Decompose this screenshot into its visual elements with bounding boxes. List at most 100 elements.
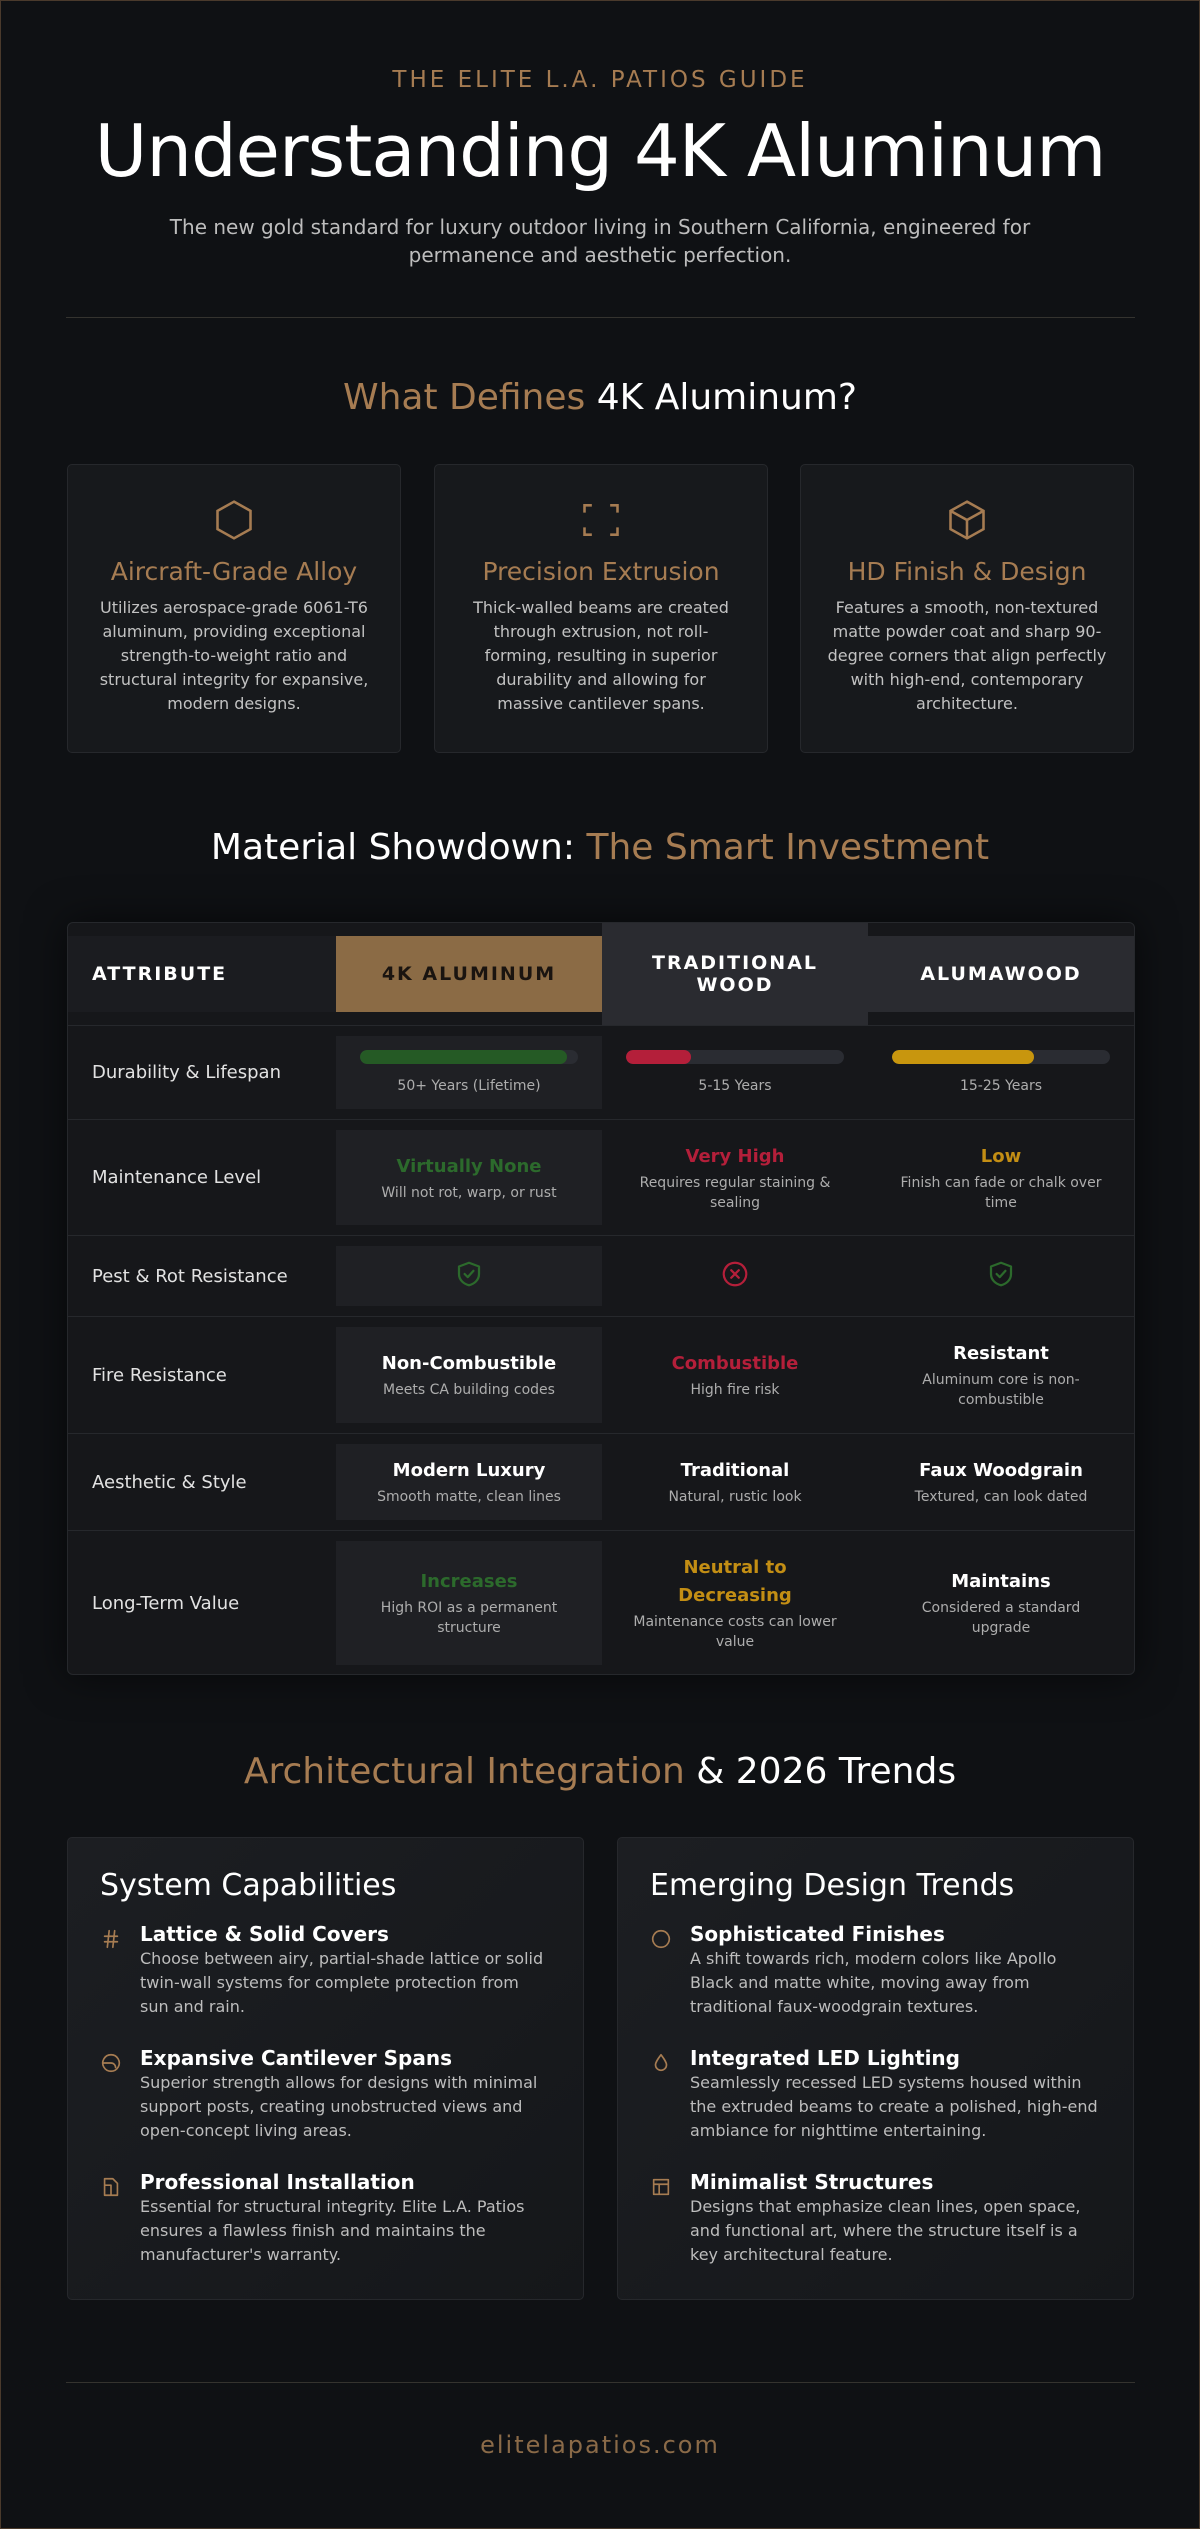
divider: [66, 317, 1135, 318]
cell: Maintains Considered a standard upgrade: [868, 1531, 1134, 1675]
cell-sub: Will not rot, warp, or rust: [381, 1184, 557, 1201]
section-heading: What Defines 4K Aluminum?: [1, 377, 1199, 418]
divider: [66, 2382, 1135, 2383]
item-title: Professional Installation: [140, 2170, 415, 2194]
card-text: Utilizes aerospace-grade 6061-T6 aluminu…: [99, 598, 369, 713]
item-title: Lattice & Solid Covers: [140, 1922, 389, 1946]
card-title: Precision Extrusion: [482, 557, 720, 586]
cell-sub: High fire risk: [690, 1382, 780, 1398]
panel-title: System Capabilities: [100, 1868, 397, 1903]
cell: Combustible High fire risk: [602, 1317, 868, 1433]
icon-shape: [103, 2177, 119, 2197]
cell: Non-Combustible Meets CA building codes: [336, 1327, 602, 1423]
item-text: A shift towards rich, modern colors like…: [690, 1949, 1057, 2016]
feature-card: HD Finish & Design Features a smooth, no…: [800, 464, 1134, 753]
cell: Neutral to Decreasing Maintenance costs c…: [602, 1531, 868, 1675]
cell: Modern Luxury Smooth matte, clean lines: [336, 1444, 602, 1520]
header-row: ATTRIBUTE 4K ALUMINUM TRADITIONAL WOOD ALUM…: [68, 923, 1134, 1026]
item-title: Integrated LED Lighting: [690, 2046, 960, 2070]
panel-title: Emerging Design Trends: [650, 1868, 1015, 1903]
bar-fill: [626, 1049, 692, 1064]
item-text: Superior strength allows for designs wit…: [140, 2073, 538, 2140]
icon: [216, 500, 252, 540]
cell-sub: High ROI as a permanent structure: [380, 1600, 558, 1636]
bar-track: [892, 1049, 1110, 1064]
comparison-table: ATTRIBUTE 4K ALUMINUM TRADITIONAL WOOD ALUM…: [67, 922, 1135, 1675]
cell: 50+ Years (Lifetime): [336, 1036, 602, 1109]
heading-rest: 4K Aluminum?: [596, 377, 858, 418]
cell-sub: Maintenance costs can lower value: [633, 1614, 837, 1650]
cell-main: Increases: [420, 1571, 518, 1592]
cell-main: Traditional: [680, 1460, 790, 1481]
item-title: Minimalist Structures: [690, 2170, 934, 2194]
cell-sub: Smooth matte, clean lines: [377, 1489, 561, 1505]
panel-item: Sophisticated Finishes A shift towards ri…: [650, 1921, 1101, 2019]
section-heading: Architectural Integration & 2026 Trends: [1, 1751, 1199, 1792]
icon: [949, 500, 985, 540]
subtitle: The new gold standard for luxury outdoor…: [169, 215, 1031, 267]
heading-rest: & 2026 Trends: [696, 1751, 957, 1792]
cell-sub: 5-15 Years: [698, 1077, 772, 1094]
item-text: Seamlessly recessed LED systems housed w…: [690, 2073, 1098, 2140]
table-row: Durability & Lifespan 50+ Years (Lifetime…: [68, 1026, 1134, 1120]
cell-sub: Meets CA building codes: [383, 1382, 555, 1398]
heading-accent: Architectural Integration: [243, 1751, 685, 1792]
item-text: Designs that emphasize clean lines, open…: [690, 2197, 1081, 2264]
icon: [720, 1259, 750, 1293]
icon: [986, 1259, 1016, 1293]
cell-main: Faux Woodgrain: [919, 1460, 1083, 1481]
cell-sub: 50+ Years (Lifetime): [397, 1077, 541, 1094]
cell-sub: Textured, can look dated: [914, 1489, 1088, 1505]
item-title: Sophisticated Finishes: [690, 1922, 945, 1946]
cell-sub: Natural, rustic look: [668, 1489, 802, 1505]
bar-fill: [360, 1049, 568, 1064]
row-label: Maintenance Level: [92, 1167, 262, 1188]
cell: Virtually None Will not rot, warp, or rus…: [336, 1130, 602, 1225]
cell: [868, 1236, 1134, 1316]
icon: [583, 504, 619, 536]
header-cell: ATTRIBUTE: [68, 936, 336, 1012]
bar-fill: [892, 1049, 1034, 1064]
header-cell: ALUMAWOOD: [868, 936, 1134, 1012]
icon-shape: [101, 2053, 120, 2073]
icon-shape: [654, 2053, 668, 2072]
card-title: HD Finish & Design: [847, 557, 1087, 586]
cell-main: Modern Luxury: [392, 1460, 546, 1481]
item-title: Expansive Cantilever Spans: [140, 2046, 452, 2070]
header-cell: 4K ALUMINUM: [336, 936, 602, 1012]
icon: [454, 1259, 484, 1293]
heading-accent: The Smart Investment: [586, 827, 990, 868]
panel: Emerging Design Trends Sophisticated Fini…: [617, 1837, 1134, 2300]
header-cell: TRADITIONAL WOOD: [602, 923, 868, 1025]
table-row: Aesthetic & Style Modern Luxury Smooth mat…: [68, 1434, 1134, 1531]
row-label: Pest & Rot Resistance: [92, 1265, 288, 1287]
panel-item: Professional Installation Essential for s…: [100, 2169, 551, 2267]
table-row: Fire Resistance Non-Combustible Meets CA b…: [68, 1317, 1134, 1434]
footer-site: elitelapatios.com: [480, 2431, 720, 2459]
icon-shape: [652, 1929, 670, 1949]
cell: Traditional Natural, rustic look: [602, 1434, 868, 1530]
cell-main: Non-Combustible: [381, 1353, 557, 1374]
row-label: Long-Term Value: [92, 1592, 240, 1614]
feature-card: Aircraft-Grade Alloy Utilizes aerospace-…: [67, 464, 401, 753]
cell-main: Virtually None: [396, 1155, 542, 1177]
panel-item: Lattice & Solid Covers Choose between air…: [100, 1921, 551, 2019]
cell: [602, 1236, 868, 1316]
cell-main: Neutral to Decreasing: [678, 1557, 792, 1606]
cell-main: Maintains: [951, 1571, 1051, 1592]
title: Understanding 4K Aluminum: [94, 109, 1107, 193]
bar-track: [360, 1049, 578, 1064]
cell-sub: Finish can fade or chalk over time: [900, 1174, 1102, 1211]
feature-card: Precision Extrusion Thick-walled beams a…: [434, 464, 768, 753]
row-label: Aesthetic & Style: [92, 1471, 247, 1493]
cell: 5-15 Years: [602, 1026, 868, 1119]
card-text: Thick-walled beams are created through e…: [473, 598, 729, 713]
cell: Low Finish can fade or chalk over time: [868, 1120, 1134, 1235]
card-text: Features a smooth, non-textured matte po…: [827, 598, 1107, 713]
heading-accent: What Defines: [342, 377, 586, 418]
heading-plain: Material Showdown:: [210, 827, 575, 868]
cell-sub: Aluminum core is non-combustible: [922, 1372, 1080, 1408]
bar-track: [626, 1049, 844, 1064]
cell-sub: Requires regular staining & sealing: [639, 1174, 831, 1211]
